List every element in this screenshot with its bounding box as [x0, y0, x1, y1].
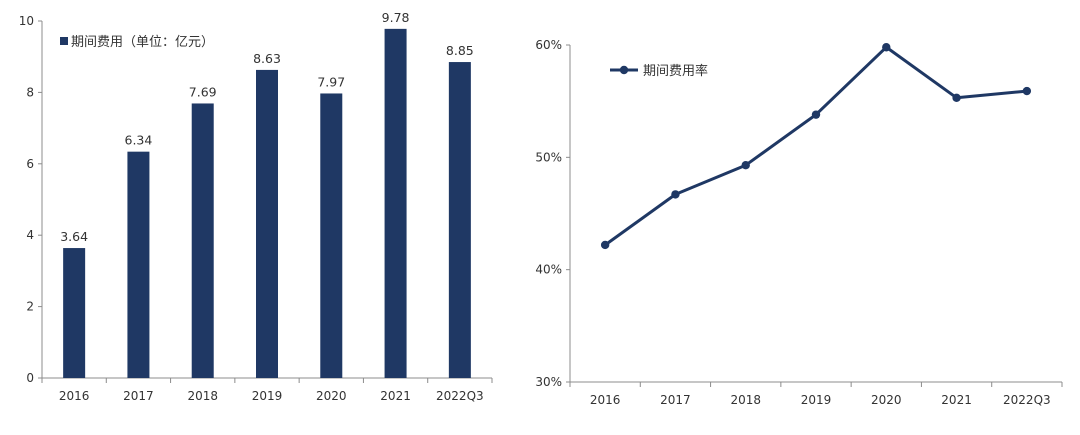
line-point — [882, 43, 891, 52]
bar-legend-swatch — [60, 37, 68, 45]
bar-y-tick-label: 4 — [26, 228, 34, 242]
bar — [127, 151, 150, 378]
line-legend-marker — [619, 65, 629, 75]
bar-y-tick-label: 2 — [26, 300, 34, 314]
bar-y-tick-label: 6 — [26, 157, 34, 171]
bar-x-tick-label: 2021 — [380, 389, 411, 403]
bar — [448, 62, 471, 379]
line-y-tick-label: 50% — [535, 150, 562, 164]
line-x-tick-label: 2018 — [730, 393, 761, 407]
bar — [191, 103, 214, 378]
line-x-tick-label: 2019 — [801, 393, 832, 407]
bar-data-label: 6.34 — [125, 133, 153, 148]
line-point — [811, 110, 821, 119]
bar-x-tick-label: 2016 — [59, 389, 90, 403]
line-x-tick-label: 2016 — [590, 393, 621, 407]
bar-data-label: 9.78 — [382, 10, 410, 25]
line-point — [952, 93, 961, 102]
bar-y-tick-label: 0 — [26, 371, 34, 385]
line-point — [600, 240, 610, 250]
bar-data-label: 3.64 — [60, 229, 88, 244]
bar — [63, 248, 86, 378]
bar-x-tick-label: 2020 — [316, 389, 347, 403]
bar-data-label: 8.85 — [446, 43, 474, 58]
bar-x-tick-label: 2018 — [187, 389, 218, 403]
line-point — [671, 190, 680, 199]
line-y-tick-label: 30% — [535, 375, 562, 389]
bar-legend-label: 期间费用（单位：亿元） — [71, 35, 214, 50]
bar-x-tick-label: 2019 — [252, 389, 283, 403]
line-y-tick-label: 40% — [535, 263, 562, 277]
bar-chart-expenses: 0 2 4 6 8 10 3.64 2016 6.34 2017 7.69 2018 8.63 2019 7… — [19, 10, 493, 403]
bar-x-tick-label: 2022Q3 — [436, 389, 484, 403]
bar-y-tick-label: 8 — [26, 85, 34, 99]
line-x-tick-label: 2022Q3 — [1003, 393, 1051, 407]
bar — [320, 93, 343, 378]
line-y-tick-label: 60% — [535, 38, 562, 52]
bar — [384, 28, 407, 378]
line-point — [1022, 86, 1032, 96]
bar-y-tick-label: 10 — [19, 14, 34, 28]
bar-data-label: 7.69 — [189, 84, 217, 99]
line-x-tick-label: 2020 — [871, 393, 902, 407]
bar — [256, 69, 278, 378]
bar-x-tick-label: 2017 — [123, 389, 154, 403]
line-point — [741, 160, 750, 170]
bar-data-label: 8.63 — [253, 51, 281, 66]
line-x-tick-label: 2017 — [660, 393, 691, 407]
line-legend-label: 期间费用率 — [643, 63, 708, 79]
line-x-tick-label: 2021 — [941, 393, 972, 407]
bar-data-label: 7.97 — [317, 74, 345, 89]
